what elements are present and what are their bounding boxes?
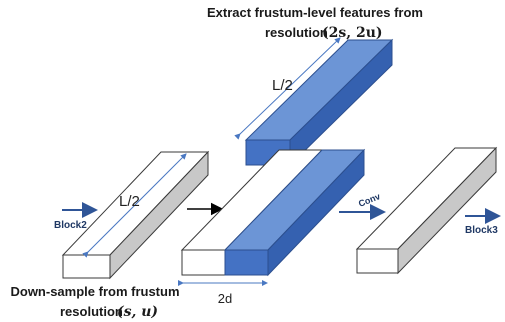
- block3-output: Block3: [465, 208, 501, 236]
- width-2d-measure: 2d: [178, 280, 268, 306]
- block3-label: Block3: [465, 225, 498, 236]
- bottom-caption: Down-sample from frustum resolution (s, …: [10, 284, 179, 320]
- block2-input: Block2: [54, 202, 98, 231]
- left-half-length-measure: L/2: [82, 153, 187, 258]
- left-half-length-label: L/2: [119, 193, 140, 210]
- right-block-front-face: [356, 248, 399, 274]
- top-caption: Extract frustum-level features from reso…: [207, 5, 423, 41]
- bottom-caption-line2: resolution: [60, 304, 123, 319]
- conv-label: Conv: [357, 191, 382, 209]
- top-half-length-measure: L/2: [234, 37, 341, 140]
- bottom-caption-line1: Down-sample from frustum: [10, 284, 179, 299]
- top-measure-line: [234, 37, 341, 140]
- block2-label: Block2: [54, 220, 87, 231]
- left-measure-line: [82, 153, 187, 258]
- middle-block: [180, 148, 366, 277]
- top-caption-math: (2s, 2u): [322, 25, 383, 41]
- top-caption-line2: resolution: [265, 25, 328, 40]
- right-white-block: [355, 146, 498, 275]
- middle-white-front-face: [181, 249, 226, 276]
- bottom-caption-math: (s, u): [117, 304, 158, 320]
- width-2d-label: 2d: [218, 291, 232, 306]
- left-block-front-face: [62, 254, 111, 279]
- top-caption-line1: Extract frustum-level features from: [207, 5, 423, 20]
- top-half-length-label: L/2: [272, 77, 293, 94]
- middle-blue-front-face: [224, 249, 269, 276]
